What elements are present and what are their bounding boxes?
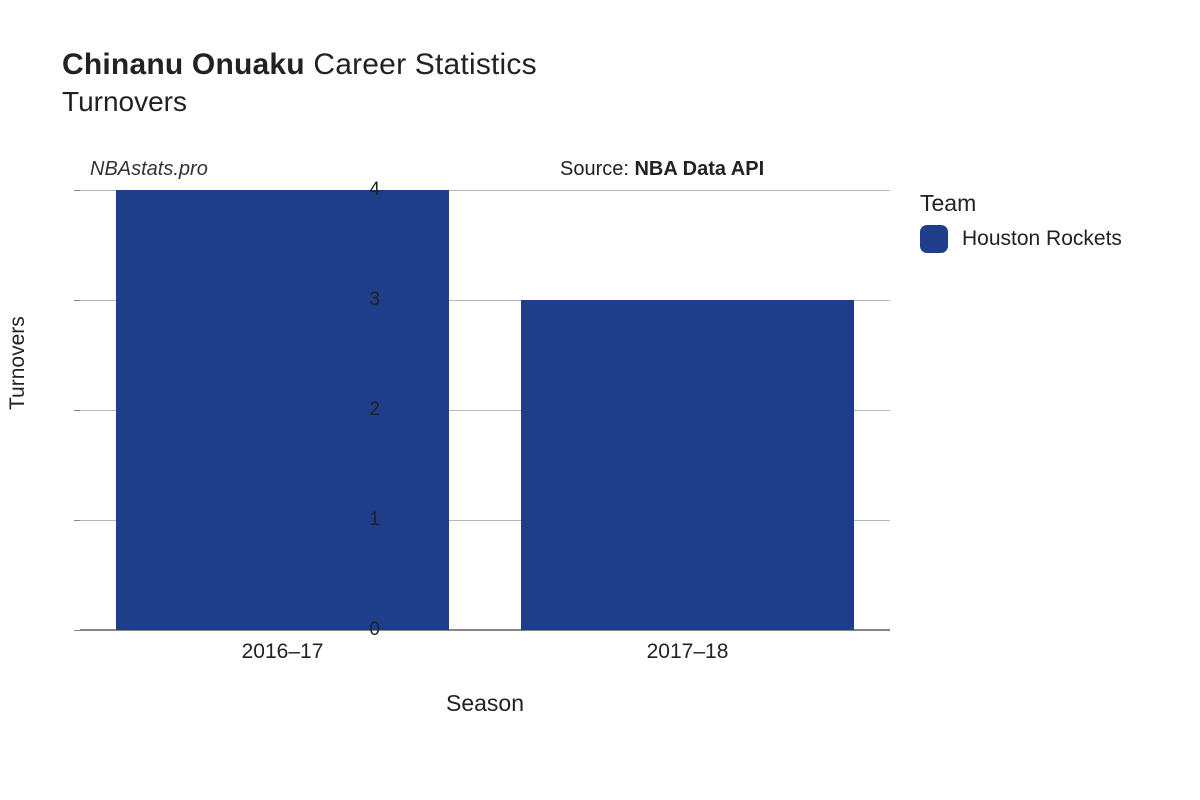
legend-title: Team [920,190,1122,217]
y-tick-label: 4 [340,179,380,201]
x-tick-label: 2016–17 [242,640,324,664]
y-tick-label: 3 [340,289,380,311]
y-tick-label: 0 [340,619,380,641]
bar [116,190,448,630]
title-suffix: Career Statistics [313,48,536,81]
y-tick-label: 1 [340,509,380,531]
y-tick-mark [74,410,80,411]
legend-swatch [920,225,948,253]
y-tick-mark [74,520,80,521]
chart-title: Chinanu Onuaku Career Statistics Turnove… [62,48,537,118]
y-axis-label: Turnovers [6,316,30,410]
y-tick-label: 2 [340,399,380,421]
legend: Team Houston Rockets [920,190,1122,253]
plot-area [80,190,890,630]
title-subtitle: Turnovers [62,86,537,118]
x-axis-label: Season [80,690,890,717]
title-line-1: Chinanu Onuaku Career Statistics [62,48,537,82]
source-value: NBA Data API [634,158,764,180]
career-stats-chart: Chinanu Onuaku Career Statistics Turnove… [0,0,1200,800]
source-line: Source: NBA Data API [560,158,764,181]
credit-text: NBAstats.pro [90,158,208,181]
y-tick-mark [74,300,80,301]
player-name: Chinanu Onuaku [62,48,305,81]
bar [521,300,853,630]
source-label: Source: [560,158,634,180]
legend-item: Houston Rockets [920,225,1122,253]
legend-label: Houston Rockets [962,227,1122,251]
x-tick-label: 2017–18 [647,640,729,664]
y-tick-mark [74,190,80,191]
